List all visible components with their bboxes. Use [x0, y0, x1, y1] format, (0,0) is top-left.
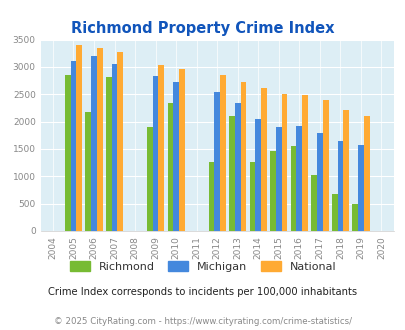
Bar: [173, 82, 179, 231]
Bar: [234, 103, 240, 231]
Bar: [281, 94, 287, 231]
Bar: [214, 92, 220, 231]
Bar: [85, 112, 91, 231]
Bar: [249, 162, 255, 231]
Bar: [290, 146, 296, 231]
Bar: [301, 95, 307, 231]
Bar: [179, 69, 184, 231]
Bar: [106, 77, 111, 231]
Bar: [331, 194, 337, 231]
Bar: [208, 162, 214, 231]
Legend: Richmond, Michigan, National: Richmond, Michigan, National: [66, 258, 339, 276]
Bar: [343, 110, 348, 231]
Bar: [76, 45, 82, 231]
Text: © 2025 CityRating.com - https://www.cityrating.com/crime-statistics/: © 2025 CityRating.com - https://www.city…: [54, 317, 351, 326]
Bar: [158, 65, 164, 231]
Bar: [296, 126, 301, 231]
Bar: [352, 204, 357, 231]
Bar: [357, 145, 363, 231]
Bar: [363, 115, 369, 231]
Bar: [91, 56, 97, 231]
Bar: [228, 115, 234, 231]
Bar: [270, 150, 275, 231]
Bar: [337, 141, 343, 231]
Bar: [311, 175, 316, 231]
Text: Richmond Property Crime Index: Richmond Property Crime Index: [71, 21, 334, 36]
Bar: [167, 103, 173, 231]
Bar: [220, 75, 225, 231]
Bar: [152, 76, 158, 231]
Bar: [65, 75, 70, 231]
Bar: [147, 127, 152, 231]
Bar: [240, 82, 246, 231]
Bar: [275, 127, 281, 231]
Bar: [111, 64, 117, 231]
Bar: [70, 61, 76, 231]
Bar: [316, 133, 322, 231]
Bar: [97, 48, 102, 231]
Text: Crime Index corresponds to incidents per 100,000 inhabitants: Crime Index corresponds to incidents per…: [48, 287, 357, 297]
Bar: [117, 52, 123, 231]
Bar: [260, 88, 266, 231]
Bar: [322, 100, 328, 231]
Bar: [255, 119, 260, 231]
